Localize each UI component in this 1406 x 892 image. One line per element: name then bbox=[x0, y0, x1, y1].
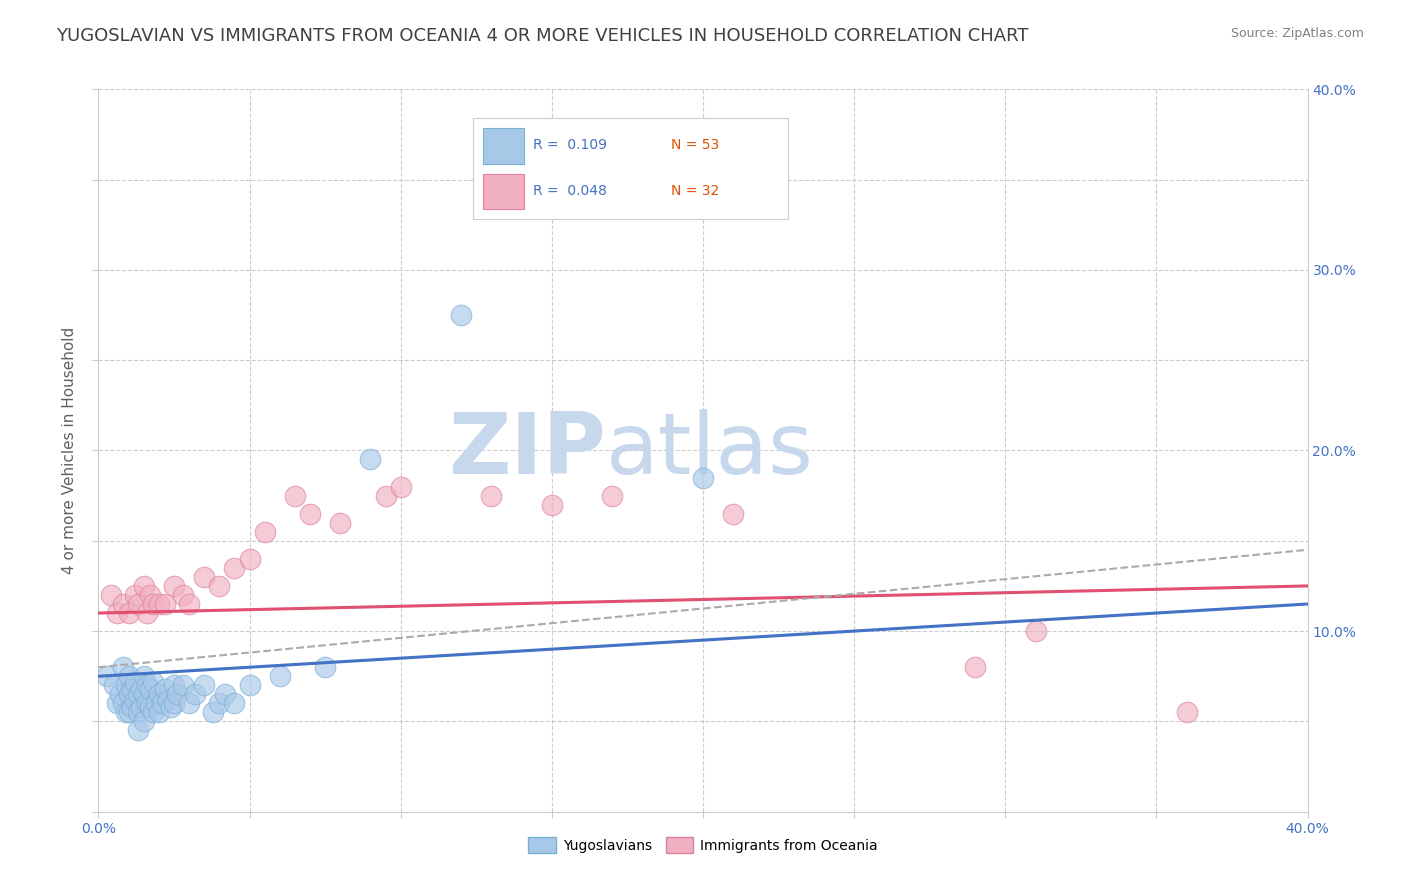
Point bbox=[1175, 706, 1198, 720]
Point bbox=[108, 687, 131, 701]
Point bbox=[965, 660, 987, 674]
Point bbox=[153, 681, 176, 696]
Point bbox=[124, 588, 146, 602]
Point bbox=[118, 687, 141, 701]
Point bbox=[163, 697, 186, 711]
Point bbox=[139, 681, 162, 696]
Text: atlas: atlas bbox=[606, 409, 814, 492]
Point bbox=[202, 706, 225, 720]
Point bbox=[208, 697, 231, 711]
Point bbox=[127, 597, 149, 611]
Point bbox=[111, 660, 134, 674]
Point bbox=[135, 606, 157, 620]
Point bbox=[118, 606, 141, 620]
Point bbox=[481, 489, 503, 503]
Point bbox=[253, 524, 276, 539]
Y-axis label: 4 or more Vehicles in Household: 4 or more Vehicles in Household bbox=[62, 326, 77, 574]
Point bbox=[118, 706, 141, 720]
Point bbox=[142, 674, 165, 689]
Point bbox=[166, 687, 188, 701]
Point bbox=[105, 697, 128, 711]
Point bbox=[114, 706, 136, 720]
Point bbox=[142, 597, 165, 611]
Point bbox=[129, 700, 152, 714]
Point bbox=[299, 507, 322, 521]
Legend: Yugoslavians, Immigrants from Oceania: Yugoslavians, Immigrants from Oceania bbox=[523, 832, 883, 859]
Text: YUGOSLAVIAN VS IMMIGRANTS FROM OCEANIA 4 OR MORE VEHICLES IN HOUSEHOLD CORRELATI: YUGOSLAVIAN VS IMMIGRANTS FROM OCEANIA 4… bbox=[56, 27, 1029, 45]
Point bbox=[132, 714, 155, 729]
Point bbox=[184, 687, 207, 701]
Point bbox=[239, 678, 262, 692]
Point bbox=[139, 588, 162, 602]
Point bbox=[111, 697, 134, 711]
Point bbox=[153, 597, 176, 611]
Point bbox=[121, 681, 143, 696]
Point bbox=[179, 597, 201, 611]
Point bbox=[121, 700, 143, 714]
Point bbox=[208, 579, 231, 593]
Point bbox=[124, 674, 146, 689]
Point bbox=[179, 697, 201, 711]
Point bbox=[193, 570, 215, 584]
Point bbox=[602, 489, 624, 503]
Point bbox=[172, 588, 194, 602]
Point bbox=[374, 489, 396, 503]
Point bbox=[224, 697, 246, 711]
Point bbox=[114, 678, 136, 692]
Point bbox=[148, 597, 170, 611]
Point bbox=[132, 669, 155, 683]
Point bbox=[96, 669, 118, 683]
Point bbox=[135, 678, 157, 692]
Point bbox=[314, 660, 336, 674]
Text: Source: ZipAtlas.com: Source: ZipAtlas.com bbox=[1230, 27, 1364, 40]
Point bbox=[193, 678, 215, 692]
Point bbox=[100, 588, 122, 602]
Point bbox=[148, 687, 170, 701]
Point bbox=[148, 706, 170, 720]
Point bbox=[127, 687, 149, 701]
Point bbox=[692, 470, 714, 484]
Point bbox=[160, 700, 183, 714]
Point bbox=[142, 706, 165, 720]
Point bbox=[127, 723, 149, 738]
Point bbox=[118, 669, 141, 683]
Point bbox=[284, 489, 307, 503]
Point bbox=[103, 678, 125, 692]
Point bbox=[1024, 624, 1046, 639]
Point bbox=[389, 480, 412, 494]
Point bbox=[129, 681, 152, 696]
Point bbox=[145, 697, 167, 711]
Point bbox=[723, 507, 745, 521]
Point bbox=[132, 579, 155, 593]
Point bbox=[239, 551, 262, 566]
Point bbox=[105, 606, 128, 620]
Point bbox=[132, 687, 155, 701]
Point bbox=[139, 700, 162, 714]
Point bbox=[135, 697, 157, 711]
Point bbox=[214, 687, 236, 701]
Point bbox=[156, 692, 179, 706]
Point bbox=[150, 697, 173, 711]
Point bbox=[450, 308, 472, 322]
Point bbox=[329, 516, 352, 530]
Point bbox=[127, 706, 149, 720]
Point bbox=[163, 678, 186, 692]
Point bbox=[172, 678, 194, 692]
Point bbox=[163, 579, 186, 593]
Text: ZIP: ZIP bbox=[449, 409, 606, 492]
Point bbox=[269, 669, 291, 683]
Point bbox=[360, 452, 382, 467]
Point bbox=[540, 498, 562, 512]
Point bbox=[224, 561, 246, 575]
Point bbox=[111, 597, 134, 611]
Point bbox=[124, 692, 146, 706]
